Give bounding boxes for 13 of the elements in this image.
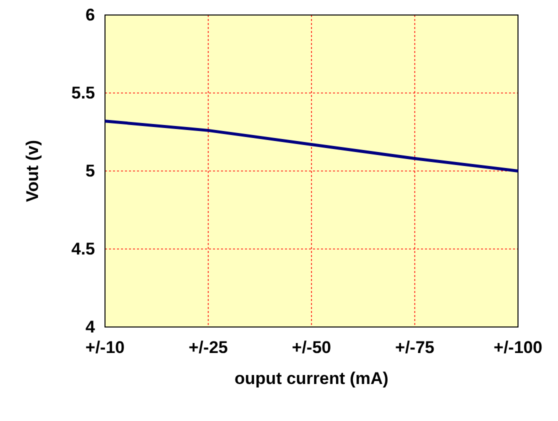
y-tick-label: 6 — [86, 5, 95, 24]
y-tick-label: 5 — [86, 161, 95, 180]
y-tick-label: 5.5 — [71, 83, 95, 102]
x-tick-label: +/-10 — [85, 338, 125, 358]
y-axis-title: Vout (v) — [23, 140, 42, 202]
x-tick-label: +/-75 — [395, 338, 434, 358]
x-axis-title: ouput current (mA) — [234, 369, 388, 388]
line-series — [104, 120, 520, 172]
x-tick-label: +/-50 — [292, 338, 332, 358]
y-tick-label: 4 — [86, 317, 96, 336]
y-tick-label: 4.5 — [71, 239, 95, 258]
x-tick-label: +/-25 — [188, 338, 228, 358]
x-tick-label: +/-100 — [494, 338, 542, 358]
